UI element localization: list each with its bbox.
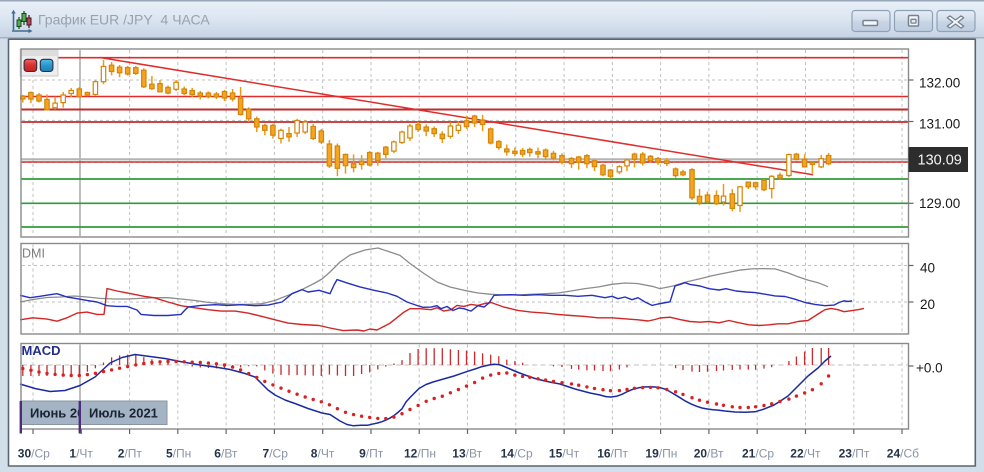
svg-text:Июль 2021: Июль 2021 [89, 406, 158, 421]
svg-text:13/Вт: 13/Вт [452, 447, 482, 461]
svg-text:20: 20 [920, 297, 935, 312]
svg-text:12/Пн: 12/Пн [404, 447, 436, 461]
svg-text:19/Пн: 19/Пн [645, 447, 677, 461]
svg-text:20/Вт: 20/Вт [694, 447, 724, 461]
svg-text:6/Вт: 6/Вт [214, 447, 238, 461]
svg-text:24/Сб: 24/Сб [887, 447, 919, 461]
svg-text:30/Ср: 30/Ср [18, 447, 50, 461]
svg-text:22/Чт: 22/Чт [790, 447, 821, 461]
svg-text:14/Ср: 14/Ср [501, 447, 533, 461]
svg-text:1/Чт: 1/Чт [69, 447, 93, 461]
svg-text:7/Ср: 7/Ср [263, 447, 289, 461]
svg-text:9/Пт: 9/Пт [359, 447, 384, 461]
svg-text:132.00: 132.00 [919, 76, 960, 91]
svg-text:21/Ср: 21/Ср [742, 447, 774, 461]
svg-text:23/Пт: 23/Пт [839, 447, 870, 461]
svg-text:DMI: DMI [22, 247, 45, 261]
svg-text:+0.0: +0.0 [916, 361, 943, 376]
svg-text:16/Пт: 16/Пт [597, 447, 628, 461]
svg-text:MACD: MACD [22, 343, 61, 358]
svg-text:8/Чт: 8/Чт [311, 447, 335, 461]
svg-text:129.00: 129.00 [919, 196, 960, 211]
svg-text:2/Пт: 2/Пт [118, 447, 143, 461]
svg-text:131.00: 131.00 [919, 117, 960, 132]
svg-text:Июнь 20: Июнь 20 [30, 406, 84, 421]
svg-text:40: 40 [920, 261, 935, 276]
svg-text:15/Чт: 15/Чт [549, 447, 580, 461]
svg-text:График EUR /JPY 4 ЧАСА: График EUR /JPY 4 ЧАСА [38, 12, 210, 28]
svg-text:130.09: 130.09 [918, 153, 962, 169]
svg-text:5/Пн: 5/Пн [166, 447, 191, 461]
